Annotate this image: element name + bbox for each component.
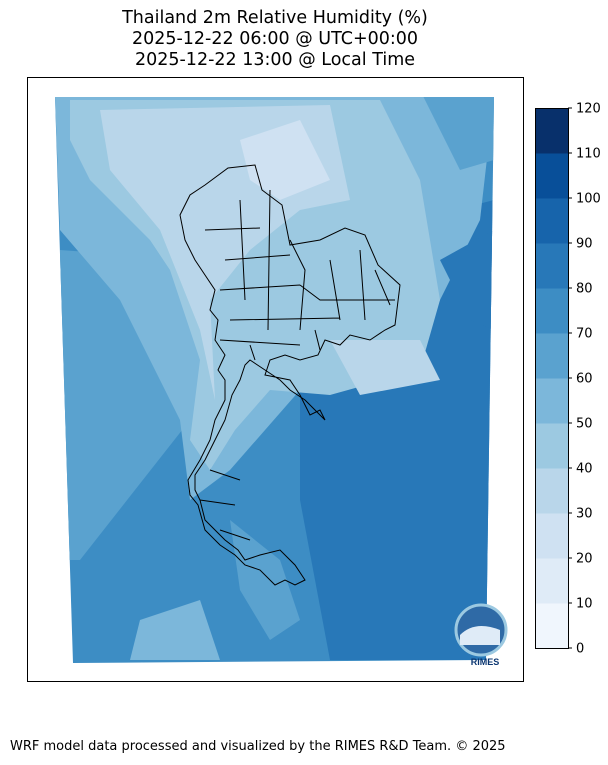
colorbar-tick-label: 120	[576, 102, 601, 117]
title-line-utc: 2025-12-22 06:00 @ UTC+00:00	[131, 29, 419, 49]
colorbar-bin	[535, 198, 568, 244]
colorbar-tick-label: 10	[576, 597, 593, 612]
map-frame	[27, 77, 524, 682]
colorbar-bin	[535, 513, 568, 559]
colorbar-tick-label: 60	[576, 372, 593, 387]
colorbar-bin	[535, 108, 568, 154]
rimes-logo: RIMES	[454, 603, 508, 667]
thailand-province-boundaries	[179, 164, 401, 586]
colorbar: 0 10 20 30 40 50 60 70 80 90 100 110 120	[535, 102, 601, 657]
colorbar-bin	[535, 558, 568, 604]
colorbar-tick-label: 50	[576, 417, 593, 432]
colorbar-tick-label: 20	[576, 552, 593, 567]
colorbar-tick-label: 30	[576, 507, 593, 522]
colorbar-bin	[535, 333, 568, 379]
colorbar-bin	[535, 288, 568, 334]
footer-credit: WRF model data processed and visualized …	[10, 739, 506, 754]
colorbar-bin	[535, 603, 568, 649]
colorbar-tick-label: 40	[576, 462, 593, 477]
colorbar-tick-label: 0	[576, 642, 584, 657]
title-line-local: 2025-12-22 13:00 @ Local Time	[134, 50, 416, 70]
colorbar-bin	[535, 153, 568, 199]
colorbar-tick-label: 110	[576, 147, 601, 162]
colorbar-bin	[535, 378, 568, 424]
colorbar-bin	[535, 468, 568, 514]
colorbar-tick-label: 70	[576, 327, 593, 342]
humidity-field	[55, 97, 494, 663]
logo-text: RIMES	[471, 657, 500, 667]
colorbar-tick-label: 100	[576, 192, 601, 207]
map-title: Thailand 2m Relative Humidity (%) 2025-1…	[0, 8, 550, 71]
colorbar-tick-label: 90	[576, 237, 593, 252]
colorbar-bin	[535, 423, 568, 469]
colorbar-tick-label: 80	[576, 282, 593, 297]
title-line-variable: Thailand 2m Relative Humidity (%)	[122, 8, 428, 28]
colorbar-bin	[535, 243, 568, 289]
